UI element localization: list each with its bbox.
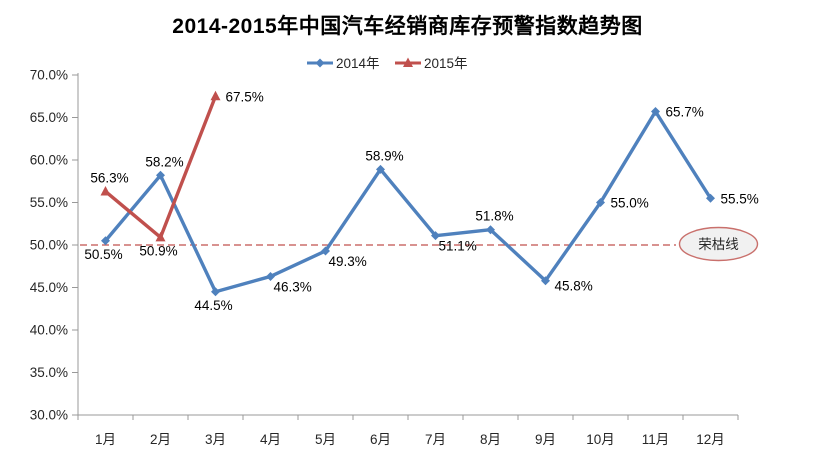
data-label: 44.5% — [194, 298, 232, 313]
y-tick-label: 65.0% — [30, 110, 68, 125]
x-axis-label: 1月 — [95, 432, 116, 447]
data-label: 67.5% — [226, 89, 264, 104]
data-label: 58.9% — [365, 148, 403, 163]
legend-marker — [315, 58, 325, 68]
data-label: 50.9% — [139, 243, 177, 258]
data-label: 45.8% — [555, 279, 593, 294]
data-label: 46.3% — [274, 279, 312, 294]
y-tick-label: 40.0% — [30, 323, 68, 338]
data-label: 51.1% — [439, 239, 477, 254]
data-point-marker — [376, 164, 385, 174]
x-axis-label: 9月 — [535, 432, 556, 447]
data-label: 65.7% — [666, 105, 704, 120]
legend-label: 2015年 — [424, 56, 468, 71]
x-axis-label: 6月 — [370, 432, 391, 447]
data-point-marker — [100, 185, 111, 196]
y-tick-label: 55.0% — [30, 195, 68, 210]
reference-line-label: 荣枯线 — [698, 237, 739, 252]
data-point-marker — [541, 276, 550, 286]
x-axis-label: 7月 — [425, 432, 446, 447]
y-tick-label: 45.0% — [30, 280, 68, 295]
y-tick-label: 30.0% — [30, 408, 68, 423]
data-point-marker — [706, 193, 715, 203]
data-label: 49.3% — [329, 254, 367, 269]
data-point-marker — [101, 236, 110, 246]
data-label: 56.3% — [90, 170, 128, 185]
data-point-marker — [486, 225, 495, 235]
boom-bust-annotation-ellipse — [678, 226, 759, 262]
data-point-marker — [431, 231, 440, 241]
data-label: 55.5% — [721, 191, 759, 206]
data-point-marker — [155, 231, 166, 242]
data-point-marker — [211, 287, 220, 297]
x-axis-label: 12月 — [696, 432, 725, 447]
data-point-marker — [156, 170, 165, 180]
data-point-marker — [266, 271, 275, 281]
y-tick-label: 70.0% — [30, 68, 68, 83]
data-label: 51.8% — [475, 209, 513, 224]
legend-marker — [403, 57, 413, 67]
chart-title: 2014-2015年中国汽车经销商库存预警指数趋势图 — [172, 15, 643, 38]
data-point-marker — [321, 246, 330, 256]
y-tick-label: 35.0% — [30, 365, 68, 380]
x-axis-label: 4月 — [260, 432, 281, 447]
x-axis-label: 10月 — [586, 432, 615, 447]
data-point-marker — [210, 90, 221, 101]
x-axis-label: 2月 — [150, 432, 171, 447]
data-label: 55.0% — [611, 196, 649, 211]
x-axis-label: 11月 — [642, 432, 670, 447]
x-axis-label: 3月 — [205, 432, 226, 447]
x-axis-label: 5月 — [315, 432, 336, 447]
y-tick-label: 60.0% — [30, 153, 68, 168]
data-label: 58.2% — [145, 154, 183, 169]
legend-label: 2014年 — [336, 56, 380, 71]
series-line-2014年 — [103, 109, 713, 294]
x-axis-label: 8月 — [480, 432, 501, 447]
data-point-marker — [651, 107, 660, 117]
data-point-marker — [596, 198, 605, 207]
y-tick-label: 50.0% — [30, 238, 68, 253]
data-label: 50.5% — [84, 247, 122, 262]
